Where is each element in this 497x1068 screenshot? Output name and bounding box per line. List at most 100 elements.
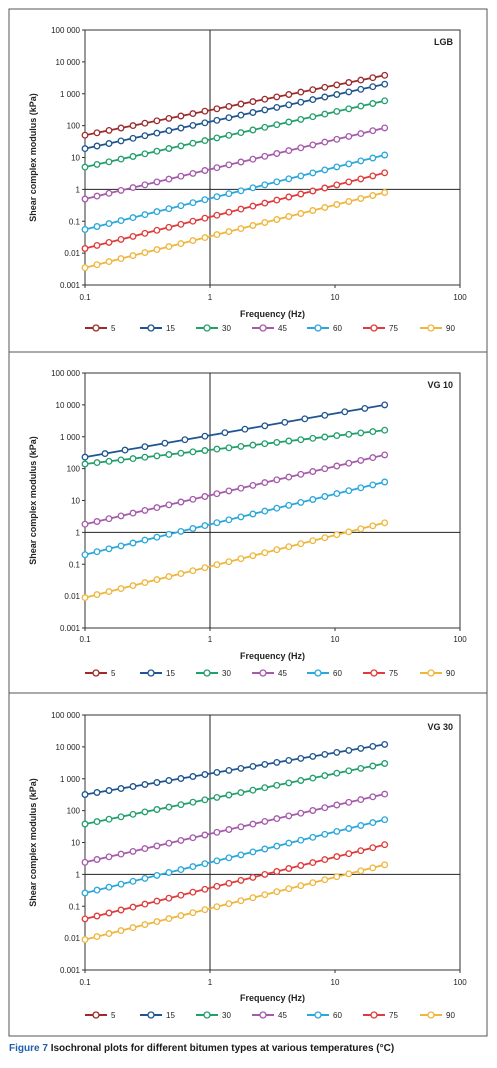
data-point: [285, 501, 293, 509]
data-point: [321, 493, 329, 500]
data-point: [321, 93, 329, 101]
data-point: [117, 186, 125, 194]
chart-panel-1: 0.001 0.01 0.1 1 10 100 1 000 10 000 100 000 0.1 1…: [28, 26, 467, 333]
data-point: [249, 894, 257, 902]
data-point: [201, 119, 209, 127]
x-tick-label: 1: [208, 978, 213, 987]
data-point: [333, 163, 341, 171]
legend-label: 75: [389, 324, 398, 333]
legend-label: 90: [446, 669, 455, 678]
data-point: [309, 468, 317, 475]
data-point: [93, 591, 101, 599]
series-60: [81, 816, 389, 897]
data-point: [153, 246, 161, 254]
data-point: [189, 888, 197, 896]
legend-label: 90: [446, 1011, 455, 1020]
data-point: [357, 764, 365, 772]
data-point: [93, 142, 101, 150]
series-60: [81, 478, 389, 559]
data-point: [201, 167, 209, 174]
y-tick-label: 100: [67, 122, 81, 131]
data-point: [117, 850, 125, 858]
data-point: [225, 558, 233, 566]
legend-label: 45: [278, 1011, 287, 1020]
data-point: [177, 112, 185, 120]
data-point: [345, 767, 353, 775]
data-point: [189, 448, 197, 456]
data-point: [369, 100, 377, 107]
data-point: [273, 121, 281, 129]
data-point: [237, 129, 245, 137]
data-point: [81, 889, 89, 897]
legend-marker: [427, 669, 435, 677]
data-point: [249, 762, 257, 770]
data-point: [177, 240, 185, 248]
data-point: [249, 848, 257, 856]
data-point: [129, 232, 137, 240]
legend-marker: [259, 1011, 267, 1019]
data-point: [225, 826, 233, 833]
data-point: [161, 439, 169, 447]
legend-label: 60: [333, 324, 342, 333]
data-point: [357, 195, 365, 202]
data-point: [213, 882, 221, 890]
data-point: [273, 546, 281, 554]
y-tick-label: 1: [76, 870, 81, 879]
data-point: [165, 114, 173, 122]
data-point: [141, 781, 149, 788]
data-point: [381, 401, 389, 409]
data-point: [249, 109, 257, 116]
data-point: [81, 245, 89, 252]
data-point: [369, 844, 377, 852]
data-point: [357, 157, 365, 165]
legend-label: 15: [166, 1011, 175, 1020]
data-point: [321, 411, 329, 419]
data-point: [201, 564, 209, 572]
data-point: [93, 886, 101, 894]
legend-marker: [314, 324, 322, 332]
data-point: [225, 208, 233, 216]
y-tick-label: 100: [67, 807, 81, 816]
data-point: [297, 144, 305, 152]
y-tick-label: 10 000: [56, 58, 81, 67]
legend-marker: [147, 324, 155, 332]
data-point: [261, 95, 269, 103]
data-point: [81, 858, 89, 866]
data-point: [177, 124, 185, 132]
data-point: [321, 138, 329, 146]
data-point: [129, 903, 137, 911]
y-axis-title: Shear complex modulus (kPa): [28, 436, 38, 565]
data-point: [357, 744, 365, 752]
y-tick-label: 10 000: [56, 743, 81, 752]
data-point: [189, 525, 197, 532]
data-point: [201, 137, 209, 145]
data-point: [361, 404, 369, 412]
legend-marker: [370, 324, 378, 332]
data-point: [81, 264, 89, 272]
data-point: [177, 912, 185, 920]
data-point: [357, 822, 365, 829]
x-axis-title: Frequency (Hz): [240, 651, 305, 661]
data-point: [93, 459, 101, 467]
data-point: [153, 871, 161, 879]
data-point: [285, 756, 293, 764]
data-point: [369, 454, 377, 462]
y-tick-label: 1: [76, 185, 81, 194]
data-point: [237, 187, 245, 195]
data-point: [369, 192, 377, 199]
legend-label: 30: [222, 324, 231, 333]
legend-marker: [314, 669, 322, 677]
data-point: [345, 430, 353, 438]
x-tick-label: 100: [453, 293, 467, 302]
data-point: [237, 876, 245, 884]
data-point: [225, 131, 233, 139]
data-point: [213, 857, 221, 865]
data-point: [321, 433, 329, 441]
data-point: [309, 807, 317, 814]
data-point: [221, 429, 229, 437]
data-point: [237, 789, 245, 797]
data-point: [165, 869, 173, 876]
data-point: [153, 452, 161, 460]
data-point: [345, 198, 353, 205]
